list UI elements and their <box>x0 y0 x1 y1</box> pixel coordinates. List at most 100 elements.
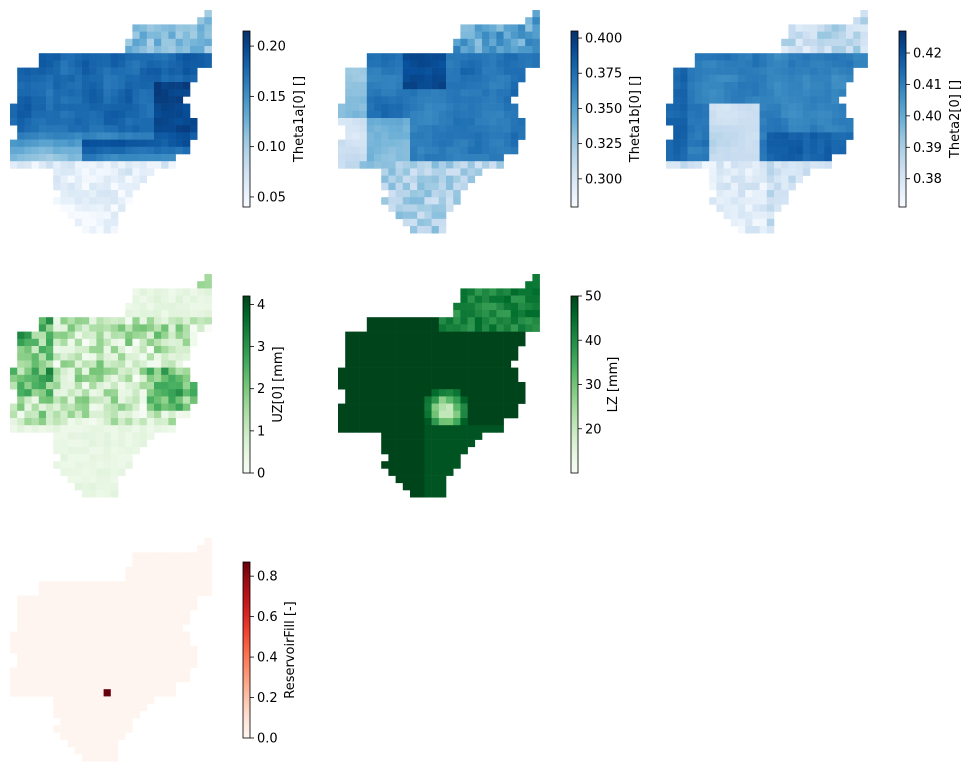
heatmap-cell <box>74 710 83 719</box>
heatmap-cell <box>352 125 360 133</box>
heatmap-cell <box>795 67 804 76</box>
heatmap-cell <box>410 468 418 476</box>
heatmap-cell <box>60 132 68 140</box>
heatmap-cell <box>417 353 425 361</box>
heatmap-cell <box>460 367 468 376</box>
colorbar-tick-label: 0.15 <box>257 90 286 105</box>
heatmap-cell <box>146 67 155 76</box>
heatmap-cell <box>197 60 205 68</box>
heatmap-cell <box>453 454 461 462</box>
heatmap-cell <box>366 154 375 162</box>
heatmap-cell <box>453 190 461 198</box>
heatmap-cell <box>802 132 811 140</box>
heatmap-cell <box>161 581 169 589</box>
heatmap-cell <box>438 382 447 390</box>
heatmap-cell <box>197 17 205 25</box>
heatmap-cell <box>96 617 104 625</box>
heatmap-cell <box>781 118 789 126</box>
heatmap-cell <box>817 96 825 104</box>
heatmap-cell <box>802 82 811 90</box>
heatmap-cell <box>694 154 703 162</box>
heatmap-cell <box>204 310 212 318</box>
heatmap-cell <box>424 382 432 390</box>
heatmap-cell <box>190 53 198 61</box>
heatmap-cell <box>96 110 104 119</box>
heatmap-cell <box>716 110 724 119</box>
heatmap-cell <box>687 96 696 104</box>
heatmap-cell <box>510 74 519 83</box>
heatmap-cell <box>395 103 404 112</box>
heatmap-cell <box>766 118 775 126</box>
heatmap-cell <box>489 403 497 412</box>
heatmap-cell <box>82 190 90 198</box>
heatmap-cell <box>518 310 526 318</box>
heatmap-cell <box>666 110 674 119</box>
heatmap-cell <box>110 190 119 198</box>
heatmap-cell <box>161 595 169 604</box>
heatmap-cell <box>96 482 104 491</box>
heatmap-cell <box>730 190 739 198</box>
heatmap-cell <box>424 103 432 112</box>
heatmap-cell <box>103 475 112 484</box>
heatmap-cell <box>532 310 540 318</box>
heatmap-cell <box>154 74 162 83</box>
heatmap-cell <box>24 139 32 148</box>
heatmap-cell <box>381 461 389 469</box>
heatmap-cell <box>89 490 97 498</box>
heatmap-cell <box>795 146 804 155</box>
heatmap-cell <box>489 302 497 311</box>
heatmap-cell <box>496 317 504 325</box>
heatmap-cell <box>482 53 490 61</box>
heatmap-cell <box>532 60 540 68</box>
heatmap-cell <box>424 182 432 191</box>
heatmap-cell <box>31 161 40 169</box>
heatmap-cell <box>125 118 133 126</box>
heatmap-cell <box>204 53 212 61</box>
heatmap-cell <box>74 425 83 433</box>
heatmap-cell <box>139 624 148 632</box>
heatmap-cell <box>38 595 47 604</box>
heatmap-cell <box>482 425 490 433</box>
heatmap-cell <box>510 374 519 383</box>
heatmap-cell <box>431 118 440 126</box>
heatmap-cell <box>532 295 540 304</box>
heatmap-cell <box>38 53 47 61</box>
heatmap-cell <box>125 310 133 318</box>
heatmap-cell <box>752 132 760 140</box>
heatmap-cell <box>338 403 346 412</box>
heatmap-cell <box>17 667 25 676</box>
heatmap-cell <box>759 204 768 212</box>
heatmap-cell <box>154 574 162 582</box>
map-5 <box>338 274 540 498</box>
heatmap-cell <box>125 410 133 419</box>
heatmap-cell <box>118 718 126 726</box>
heatmap-cell <box>431 446 440 455</box>
heatmap-cell <box>118 331 126 340</box>
heatmap-cell <box>345 118 353 126</box>
heatmap-cell <box>774 161 782 169</box>
heatmap-cell <box>197 310 205 318</box>
heatmap-cell <box>154 46 162 54</box>
heatmap-cell <box>503 382 512 390</box>
heatmap-cell <box>168 310 176 318</box>
heatmap-cell <box>381 89 389 97</box>
heatmap-cell <box>496 118 504 126</box>
heatmap-cell <box>510 146 519 155</box>
heatmap-cell <box>82 725 90 733</box>
heatmap-cell <box>374 82 382 90</box>
heatmap-cell <box>802 74 811 83</box>
heatmap-cell <box>424 396 432 404</box>
heatmap-cell <box>182 667 191 676</box>
heatmap-cell <box>345 67 353 76</box>
heatmap-cell <box>204 24 212 32</box>
heatmap-cell <box>460 24 468 32</box>
heatmap-cell <box>74 53 83 61</box>
heatmap-cell <box>46 581 54 589</box>
heatmap-cell <box>388 353 396 361</box>
heatmap-cell <box>125 367 133 376</box>
heatmap-cell <box>110 418 119 426</box>
heatmap-cell <box>118 610 126 618</box>
heatmap-cell <box>110 182 119 191</box>
heatmap-cell <box>132 439 140 448</box>
heatmap-cell <box>24 602 32 611</box>
